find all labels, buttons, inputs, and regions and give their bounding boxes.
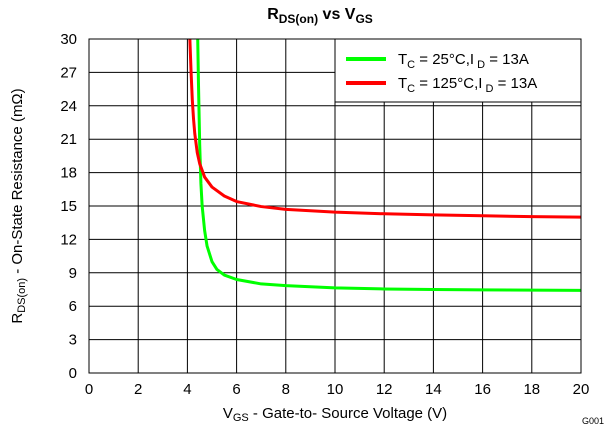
series-layer bbox=[188, 38, 582, 292]
y-tick-label: 3 bbox=[69, 332, 77, 349]
x-tick-label: 16 bbox=[474, 381, 491, 398]
legend-label-25c: TC = 25°C,I D = 13A bbox=[398, 51, 529, 71]
y-tick-label: 9 bbox=[69, 265, 77, 282]
y-tick-label: 27 bbox=[60, 64, 77, 81]
x-tick-label: 12 bbox=[376, 381, 393, 398]
y-tick-label: 15 bbox=[60, 198, 77, 215]
y-tick-label: 6 bbox=[69, 298, 77, 315]
y-tick-labels: 0 3 6 9 12 15 18 21 24 27 30 bbox=[60, 31, 77, 382]
y-tick-label: 24 bbox=[60, 98, 77, 115]
x-axis-label: VGS - Gate-to- Source Voltage (V) bbox=[223, 405, 447, 424]
x-tick-label: 10 bbox=[327, 381, 344, 398]
y-tick-label: 30 bbox=[60, 31, 77, 48]
series-line-125c bbox=[188, 38, 582, 219]
x-tick-label: 2 bbox=[134, 381, 142, 398]
x-tick-label: 20 bbox=[573, 381, 590, 398]
x-tick-label: 4 bbox=[183, 381, 191, 398]
legend: TC = 25°C,I D = 13A TC = 125°C,I D = 13A bbox=[334, 38, 582, 103]
x-tick-label: 6 bbox=[232, 381, 240, 398]
legend-box bbox=[334, 38, 582, 103]
chart-title: RDS(on) vs VGS bbox=[267, 6, 373, 26]
x-tick-label: 18 bbox=[523, 381, 540, 398]
x-tick-labels: 0 2 4 6 8 10 12 14 16 18 20 bbox=[85, 381, 590, 398]
y-tick-label: 12 bbox=[60, 231, 77, 248]
x-tick-label: 14 bbox=[425, 381, 442, 398]
y-tick-label: 21 bbox=[60, 131, 77, 148]
y-tick-label: 0 bbox=[69, 365, 77, 382]
series-line-25c bbox=[196, 38, 582, 292]
figure-id: G001 bbox=[582, 416, 604, 426]
y-axis-label: RDS(on) - On-State Resistance (mΩ) bbox=[9, 88, 28, 323]
legend-label-125c: TC = 125°C,I D = 13A bbox=[398, 75, 537, 95]
x-tick-label: 0 bbox=[85, 381, 93, 398]
x-tick-label: 8 bbox=[282, 381, 290, 398]
y-tick-label: 18 bbox=[60, 165, 77, 182]
